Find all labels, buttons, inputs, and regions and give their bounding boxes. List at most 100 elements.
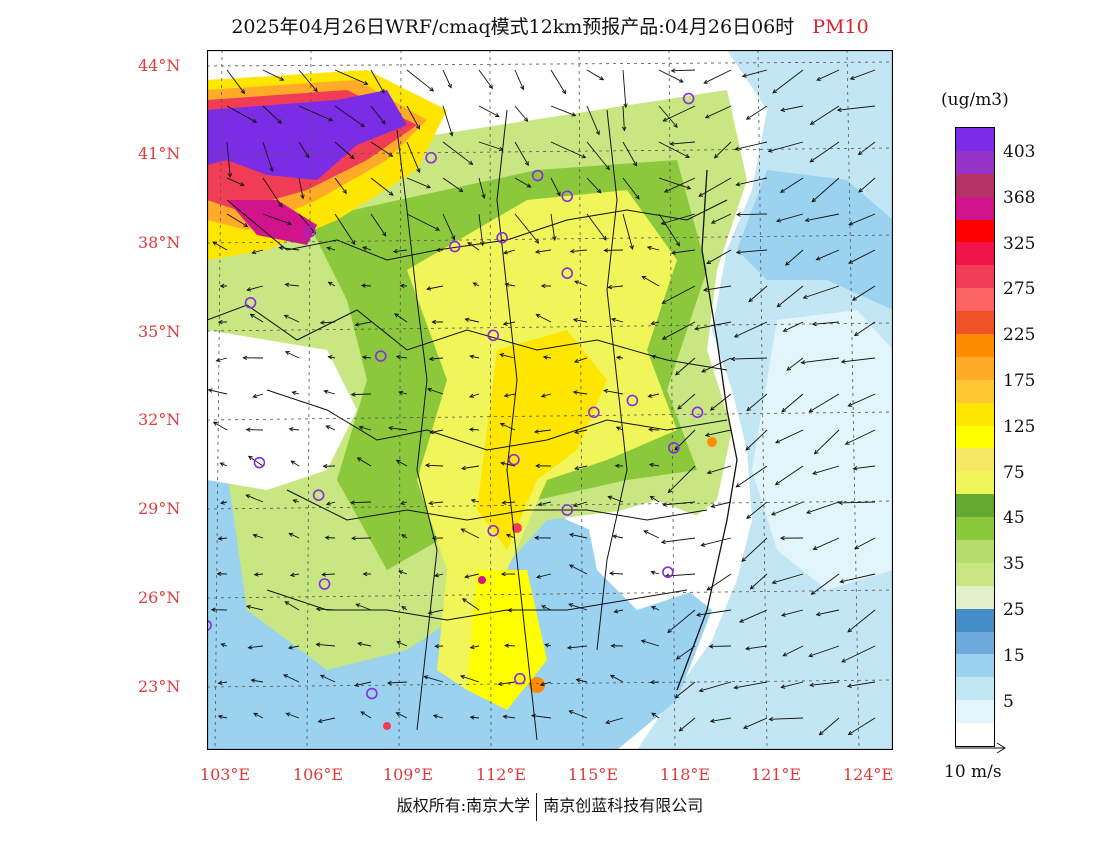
wind-arrow [816, 249, 840, 261]
wind-arrow-head [848, 221, 854, 226]
wind-arrow-head [355, 603, 361, 608]
wind-arrow [651, 571, 660, 575]
wind-arrow-head [449, 131, 454, 137]
wind-arrow [699, 681, 732, 692]
wind-arrow-head [852, 466, 858, 471]
wind-arrow [745, 645, 768, 650]
wind-arrow-head [735, 250, 741, 255]
wind-arrow-head [392, 249, 398, 254]
wind-arrow-head [534, 249, 540, 254]
wind-arrow-head [426, 286, 432, 291]
wind-arrow [711, 213, 732, 224]
wind-arrow [611, 318, 624, 323]
wind-arrow-head [219, 462, 225, 467]
wind-arrow-head [497, 681, 503, 687]
wind-arrow [696, 609, 732, 616]
wind-arrow [252, 393, 264, 398]
wind-arrow [370, 69, 385, 94]
wind-arrow [427, 388, 444, 395]
wind-arrow [622, 141, 637, 167]
wind-arrow [406, 213, 440, 231]
wind-arrow-head [524, 161, 529, 167]
wind-arrow-head [220, 643, 226, 648]
wind-arrow-head [520, 85, 525, 91]
wind-arrow-head [245, 494, 251, 499]
wind-arrow-head [768, 716, 774, 722]
wind-arrow-head [388, 191, 394, 196]
wind-arrow-head [423, 675, 429, 680]
wind-arrow [810, 681, 840, 686]
wind-arrow [514, 213, 539, 244]
wind-arrow [324, 390, 336, 395]
wind-arrow [811, 573, 840, 595]
wind-arrow-head [362, 571, 368, 577]
wind-arrow [675, 357, 696, 376]
wind-arrow-head [648, 462, 654, 468]
wind-arrow [737, 213, 768, 216]
wind-arrow-head [398, 390, 404, 396]
wind-arrow [428, 609, 444, 614]
wind-arrow [837, 105, 876, 111]
station-marker [514, 672, 526, 685]
wind-arrow-head [251, 249, 257, 255]
wind-arrow-head [675, 241, 680, 247]
wind-arrow-head [703, 79, 709, 84]
wind-arrow-head [818, 730, 824, 736]
wind-arrow-head [858, 188, 864, 193]
wind-arrow [816, 609, 840, 616]
wind-arrow-head [291, 390, 297, 396]
wind-arrow [677, 393, 696, 410]
wind-arrow [854, 537, 876, 550]
wind-arrow-head [269, 167, 274, 173]
wind-arrow-head [602, 235, 607, 241]
wind-arrow-head [387, 680, 392, 686]
wind-arrow [776, 213, 804, 222]
wind-arrow-head [662, 502, 668, 507]
wind-arrow [262, 213, 292, 225]
wind-arrow [847, 609, 876, 633]
wind-arrow [442, 105, 453, 136]
wind-arrow [298, 177, 304, 199]
wind-arrow-head [848, 259, 853, 264]
wind-arrow-head [574, 280, 580, 285]
wind-arrow [651, 606, 660, 611]
wind-arrow-head [641, 275, 647, 280]
wind-arrow-head [854, 545, 859, 550]
wind-arrow-head [635, 194, 640, 200]
hotspot [512, 523, 522, 533]
wind-arrow [334, 69, 368, 85]
wind-arrow [462, 598, 480, 611]
colorbar-segment [955, 402, 995, 426]
wind-arrow [609, 572, 624, 575]
wind-arrow [327, 247, 336, 251]
wind-arrow-head [706, 470, 712, 475]
wind-arrow-head [464, 574, 470, 579]
wind-arrow-head [354, 322, 360, 327]
wind-arrow-head [326, 246, 332, 251]
station-marker [531, 169, 544, 182]
wind-arrow-head [360, 283, 366, 288]
wind-arrow-head [767, 148, 773, 153]
wind-arrow [216, 357, 228, 362]
wind-arrow-head [643, 530, 649, 535]
wind-arrow-head [245, 427, 251, 432]
colorbar-segment [955, 723, 995, 748]
wind-arrow [710, 393, 732, 411]
wind-arrow [661, 213, 696, 225]
wind-arrow [359, 426, 372, 431]
wind-arrow-head [673, 123, 678, 128]
colorbar-label: 275 [1003, 279, 1036, 300]
wind-arrow [535, 249, 552, 253]
wind-arrow [478, 177, 485, 199]
wind-arrow-head [776, 302, 782, 308]
wind-arrow-head [284, 351, 290, 356]
wind-arrow-head [805, 509, 811, 514]
wind-arrow-head [287, 221, 293, 226]
wind-arrow-head [735, 483, 741, 488]
wind-arrow [743, 717, 768, 729]
wind-arrow-head [327, 355, 333, 360]
wind-arrow [622, 105, 625, 131]
wind-arrow-head [461, 598, 467, 603]
wind-arrow [848, 249, 876, 264]
wind-arrow-head [399, 283, 405, 289]
